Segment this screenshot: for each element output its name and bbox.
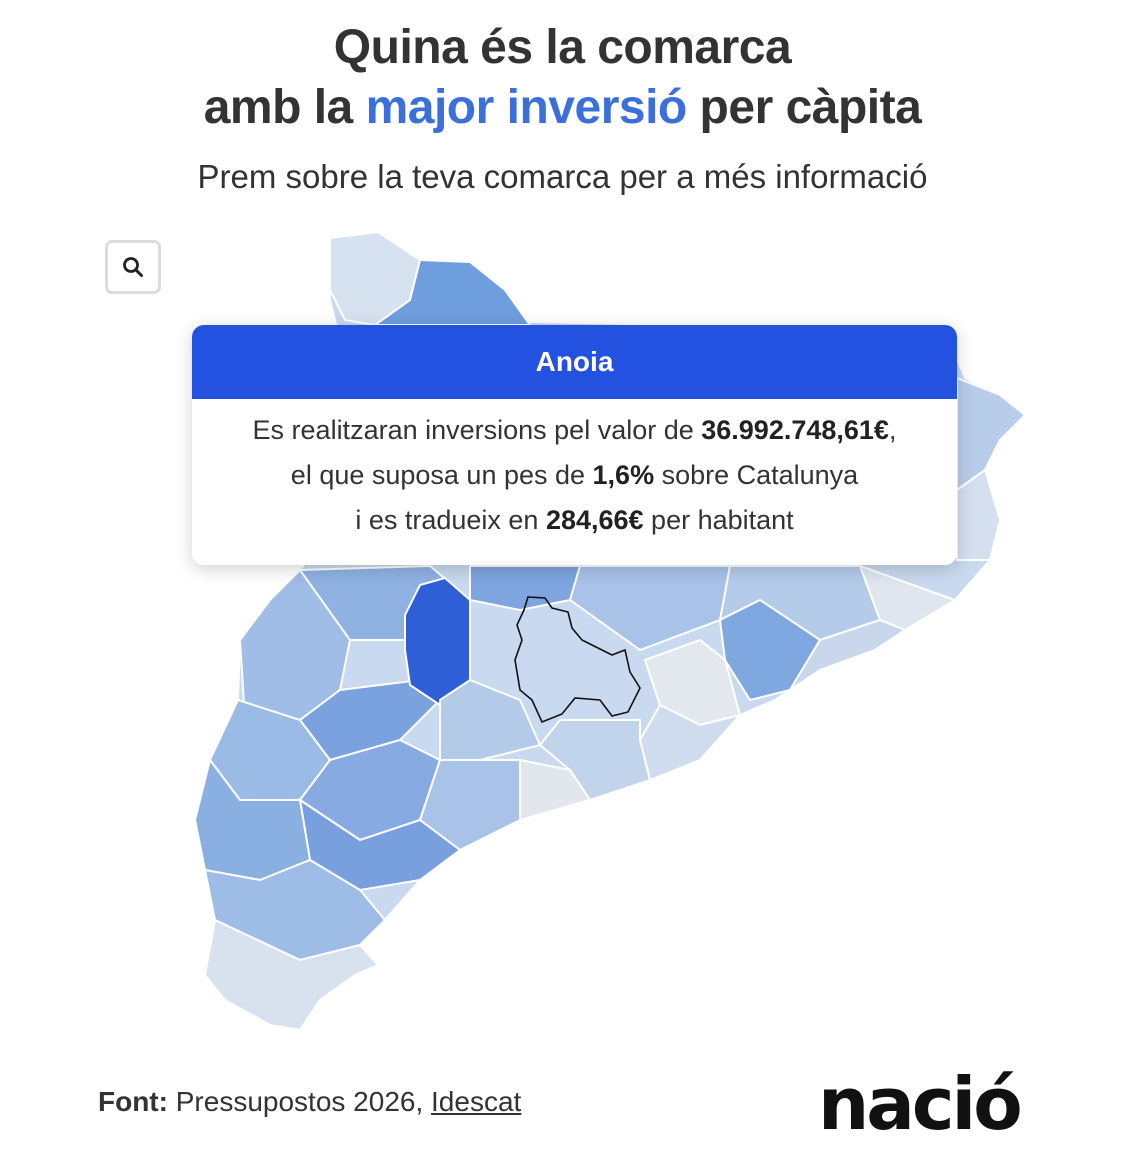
comarca-montsia[interactable] [203,918,380,1032]
tooltip-investment: 36.992.748,61€ [701,415,889,445]
title-pre: amb la [203,81,366,134]
page-title: Quina és la comarca amb la major inversi… [0,18,1125,138]
tooltip-line1-post: , [888,415,897,445]
tooltip-line-1: Es realitzaran inversions pel valor de 3… [192,408,957,453]
nacio-logo: nació [818,1062,1023,1146]
selected-comarca-outline [514,596,641,724]
source-link[interactable]: Idescat [431,1086,522,1117]
source-note: Font: Pressupostos 2026, Idescat [98,1086,521,1118]
tooltip-line-2: el que suposa un pes de 1,6% sobre Catal… [192,453,957,498]
title-line-2: amb la major inversió per càpita [0,78,1125,138]
search-button[interactable] [105,240,161,294]
page-subtitle: Prem sobre la teva comarca per a més inf… [197,158,928,195]
search-icon [123,257,143,277]
comarca-baix-emporda[interactable] [956,468,1002,561]
tooltip-share: 1,6% [592,460,655,490]
title-highlight: major inversió [365,81,688,134]
title-line-1: Quina és la comarca [333,21,792,74]
tooltip-line3-post: per habitant [643,505,794,535]
comarca-solsones[interactable] [469,565,582,612]
tooltip-region-name: Anoia [192,325,957,399]
source-label: Font: [98,1086,168,1117]
tooltip-line-3: i es tradueix en 284,66€ per habitant [192,498,957,543]
comarca-alt-emporda[interactable] [956,376,1027,492]
tooltip-line2-post: sobre Catalunya [654,460,859,490]
tooltip-line3-pre: i es tradueix en [355,505,546,535]
tooltip-line1-pre: Es realitzaran inversions pel valor de [252,415,702,445]
comarca-bages[interactable] [568,565,732,652]
region-tooltip: Anoia Es realitzaran inversions pel valo… [192,325,957,565]
title-post: per càpita [686,81,922,134]
tooltip-per-capita: 284,66€ [545,505,644,535]
tooltip-line2-pre: el que suposa un pes de [290,460,593,490]
tooltip-body: Es realitzaran inversions pel valor de 3… [192,399,957,543]
source-text: Pressupostos 2026, [167,1086,432,1117]
comarca-maresme[interactable] [789,618,908,691]
